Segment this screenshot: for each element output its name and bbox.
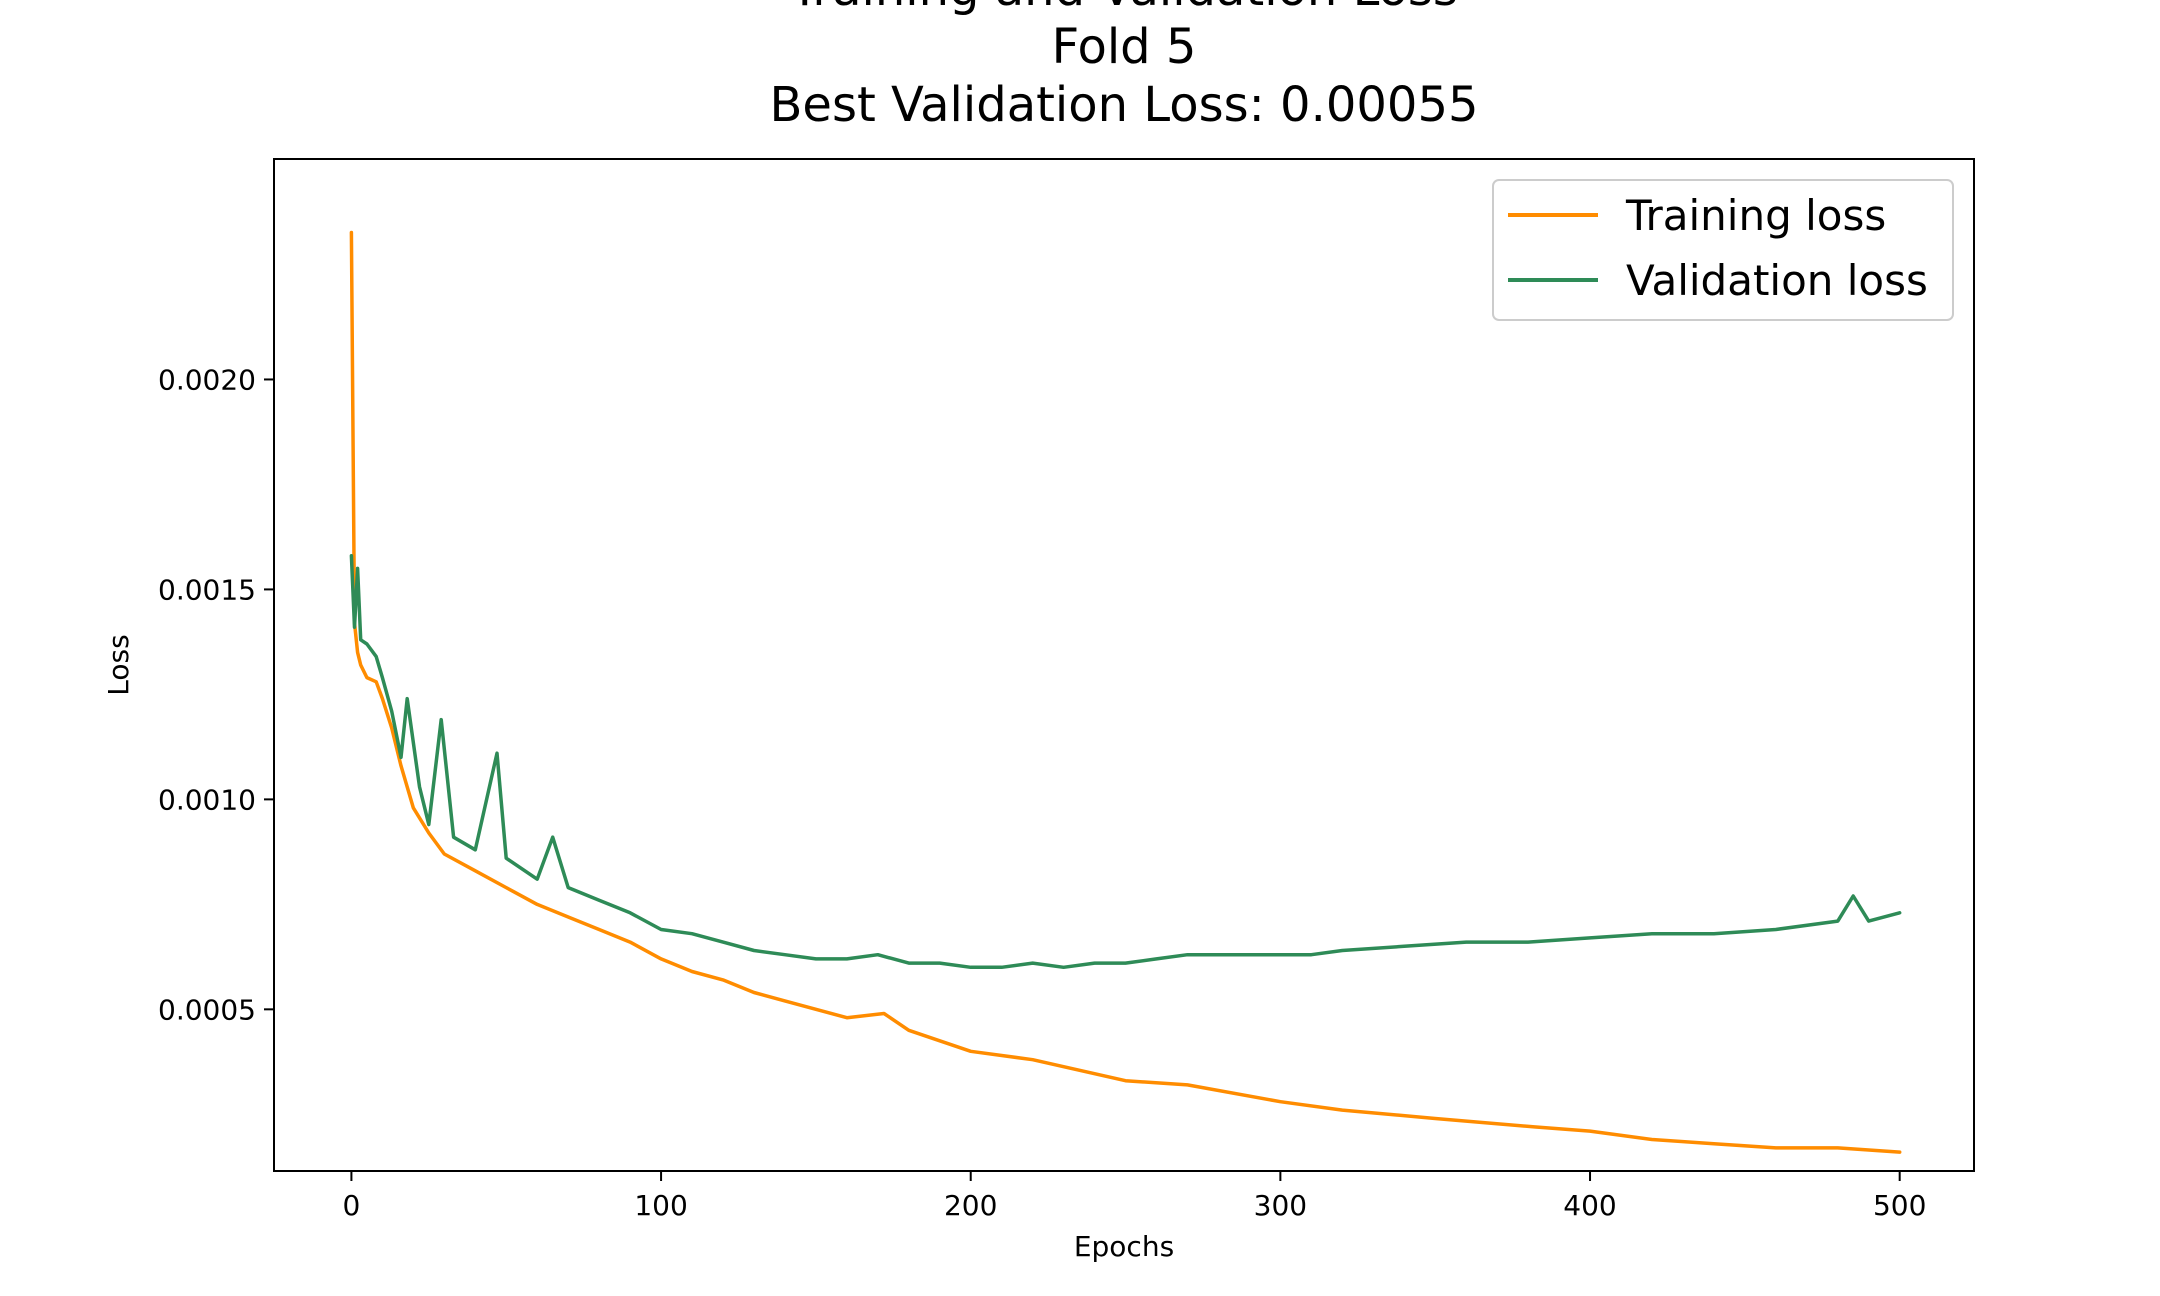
x-tick-label: 100 [634,1189,687,1222]
legend-box [1492,179,1954,321]
x-tick-label: 300 [1254,1189,1307,1222]
x-axis: 0 100 200 300 400 500 [342,1171,1926,1222]
x-tick-label: 400 [1563,1189,1616,1222]
x-tick-label: 200 [944,1189,997,1222]
x-tick-label: 500 [1873,1189,1926,1222]
legend-entry-label: Validation loss [1626,256,1928,305]
y-tick-label: 0.0020 [158,363,256,396]
validation-loss-line [349,554,1902,970]
chart-title-line: Training and Validation Loss [789,0,1458,17]
legend: Training loss Validation loss [1492,179,1954,321]
y-axis-label: Loss [102,634,135,695]
chart-title-line: Fold 5 [1052,19,1197,75]
axes-frame [273,158,1975,1172]
y-axis: 0.0005 0.0010 0.0015 0.0020 [158,363,274,1026]
x-tick-label: 0 [342,1189,360,1222]
y-tick-label: 0.0010 [158,783,256,816]
chart-title-line: Best Validation Loss: 0.00055 [769,77,1478,133]
training-loss-line [349,230,1902,1154]
x-axis-label: Epochs [1074,1230,1174,1263]
y-tick-label: 0.0015 [158,573,256,606]
plot-area [349,230,1902,1154]
y-tick-label: 0.0005 [158,993,256,1026]
legend-entry-label: Training loss [1625,191,1886,240]
